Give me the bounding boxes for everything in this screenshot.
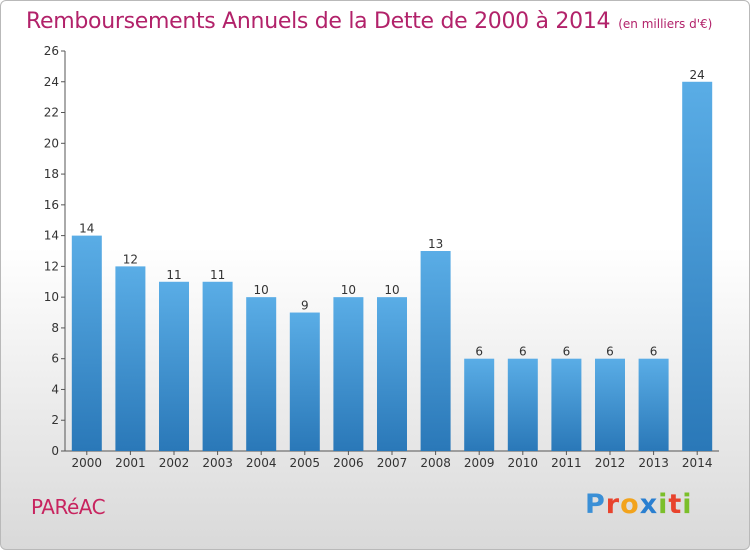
value-label-2000: 14 bbox=[79, 222, 94, 236]
bars bbox=[71, 81, 713, 452]
y-tick-label: 22 bbox=[44, 106, 59, 120]
x-tick-label-2014: 2014 bbox=[682, 456, 713, 470]
logo-letter: t bbox=[668, 489, 683, 520]
x-tick-label-2003: 2003 bbox=[202, 456, 233, 470]
bar-2000 bbox=[71, 235, 102, 451]
bar-2006 bbox=[333, 297, 364, 451]
value-label-2008: 13 bbox=[428, 237, 443, 251]
y-tick-label: 10 bbox=[44, 290, 59, 304]
logo-letter: o bbox=[620, 489, 640, 520]
x-tick-label-2002: 2002 bbox=[159, 456, 190, 470]
y-tick-label: 18 bbox=[44, 167, 59, 181]
value-label-2013: 6 bbox=[650, 345, 658, 359]
proxiti-logo[interactable]: Proxiti bbox=[585, 489, 693, 520]
logo-letter: r bbox=[605, 489, 621, 520]
bar-2002 bbox=[159, 281, 189, 451]
value-label-2009: 6 bbox=[475, 345, 483, 359]
bar-2014 bbox=[682, 81, 713, 452]
x-tick-label-2007: 2007 bbox=[377, 456, 408, 470]
x-tick-label-2012: 2012 bbox=[595, 456, 626, 470]
logo-letter: i bbox=[682, 489, 693, 520]
y-tick-label: 26 bbox=[44, 44, 59, 58]
y-tick-label: 16 bbox=[44, 198, 59, 212]
x-tick-label-2008: 2008 bbox=[420, 456, 451, 470]
y-tick-label: 4 bbox=[51, 382, 59, 396]
value-label-2001: 12 bbox=[123, 252, 138, 266]
y-tick-label: 8 bbox=[51, 321, 59, 335]
bar-2005 bbox=[289, 312, 320, 451]
bar-2010 bbox=[507, 358, 538, 451]
title-text: Remboursements Annuels de la Dette de 20… bbox=[26, 9, 611, 34]
bar-2011 bbox=[551, 358, 582, 451]
value-label-2012: 6 bbox=[606, 345, 614, 359]
bar-2007 bbox=[377, 297, 407, 451]
y-tick-label: 14 bbox=[44, 229, 59, 243]
chart-title: Remboursements Annuels de la Dette de 20… bbox=[26, 9, 712, 34]
x-tick-label-2001: 2001 bbox=[115, 456, 146, 470]
bar-2009 bbox=[464, 358, 495, 451]
value-labels: 14 12 11 11 10 9 10 10 13 6 6 6 6 6 24 bbox=[79, 68, 705, 359]
y-tick-label: 12 bbox=[44, 259, 59, 273]
x-tick-label-2005: 2005 bbox=[290, 456, 321, 470]
bar-2013 bbox=[638, 358, 669, 451]
value-label-2014: 24 bbox=[690, 68, 705, 82]
value-label-2006: 10 bbox=[341, 283, 356, 297]
x-tick-label-2006: 2006 bbox=[333, 456, 364, 470]
x-tick-label-2013: 2013 bbox=[638, 456, 669, 470]
bar-2004 bbox=[246, 297, 277, 451]
y-tick-label: 24 bbox=[44, 75, 59, 89]
logo-letter: P bbox=[585, 489, 606, 520]
value-label-2004: 10 bbox=[254, 283, 269, 297]
value-label-2011: 6 bbox=[563, 345, 571, 359]
bar-2001 bbox=[115, 266, 146, 451]
y-tick-label: 2 bbox=[51, 413, 59, 427]
value-label-2002: 11 bbox=[166, 268, 181, 282]
bar-2003 bbox=[202, 281, 233, 451]
value-label-2010: 6 bbox=[519, 345, 527, 359]
x-tick-label-2000: 2000 bbox=[72, 456, 103, 470]
bar-2012 bbox=[595, 358, 625, 451]
bar-2008 bbox=[420, 251, 451, 451]
value-label-2005: 9 bbox=[301, 299, 309, 313]
logo-letter: x bbox=[639, 489, 659, 520]
y-tick-label: 0 bbox=[51, 444, 59, 458]
x-tick-label-2011: 2011 bbox=[551, 456, 582, 470]
logo-letter: i bbox=[658, 489, 669, 520]
value-label-2007: 10 bbox=[384, 283, 399, 297]
chart-subtitle: (en milliers d'€) bbox=[618, 17, 713, 31]
y-tick-label: 6 bbox=[51, 352, 59, 366]
x-tick-label-2004: 2004 bbox=[246, 456, 277, 470]
x-tick-label-2009: 2009 bbox=[464, 456, 495, 470]
y-tick-label: 20 bbox=[44, 136, 59, 150]
x-tick-label-2010: 2010 bbox=[508, 456, 539, 470]
value-label-2003: 11 bbox=[210, 268, 225, 282]
commune-name: PARéAC bbox=[31, 495, 106, 519]
